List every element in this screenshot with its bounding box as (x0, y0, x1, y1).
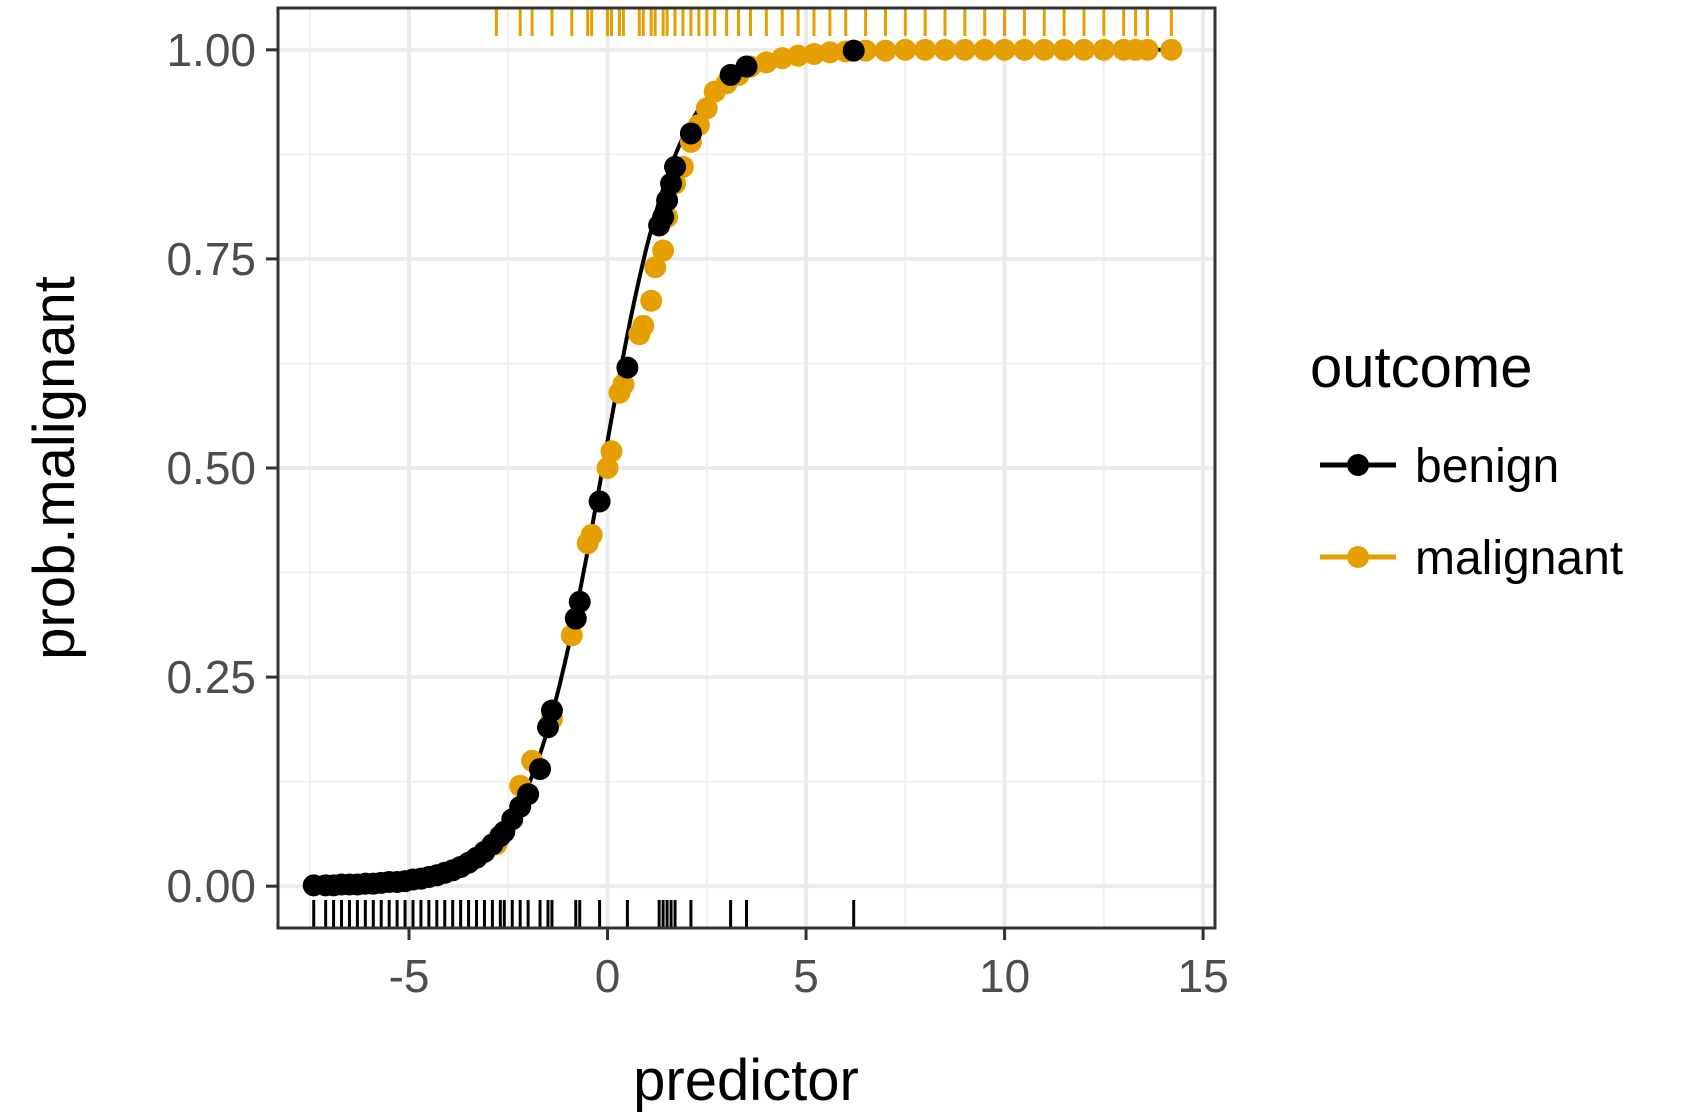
data-point-malignant (802, 43, 825, 65)
data-point-malignant (787, 44, 810, 67)
data-point-malignant (914, 38, 937, 61)
data-point-malignant (1013, 38, 1036, 61)
data-point-malignant (612, 373, 635, 396)
data-point-malignant (1092, 38, 1115, 61)
data-point-malignant (644, 256, 667, 279)
data-point-benign (656, 189, 679, 212)
x-axis: -5 0 5 10 15 (389, 928, 1229, 1002)
x-tick-label: 15 (1178, 950, 1229, 1002)
x-tick-label: 5 (793, 950, 819, 1002)
data-point-malignant (973, 38, 996, 61)
x-tick-label: -5 (389, 950, 430, 1002)
data-point-benign (536, 716, 559, 739)
legend-label-malignant: malignant (1415, 532, 1623, 585)
data-point-benign (679, 122, 702, 145)
data-point-benign (652, 206, 675, 229)
legend-title: outcome (1310, 335, 1532, 400)
data-point-malignant (1136, 38, 1159, 61)
y-tick-label: 0.75 (166, 233, 256, 285)
legend-key-point-malignant (1347, 546, 1369, 568)
data-point-malignant (600, 440, 623, 463)
data-point-malignant (596, 457, 619, 479)
x-tick-label: 0 (595, 950, 621, 1002)
legend-entry-malignant: malignant (1320, 532, 1623, 585)
data-point-malignant (993, 38, 1016, 61)
data-point-benign (842, 39, 865, 62)
data-point-malignant (560, 624, 583, 647)
legend-key-point-benign (1347, 454, 1369, 476)
data-point-benign (540, 699, 563, 722)
y-tick-label: 0.00 (166, 860, 256, 912)
points-layer (302, 38, 1183, 897)
data-point-malignant (818, 41, 841, 64)
y-tick-label: 0.25 (166, 651, 256, 703)
data-point-benign (517, 783, 540, 806)
data-point-benign (564, 607, 587, 630)
data-point-benign (735, 55, 758, 78)
y-axis: 0.00 0.25 0.50 0.75 1.00 (166, 24, 278, 912)
legend-label-benign: benign (1415, 440, 1559, 493)
y-tick-label: 1.00 (166, 24, 256, 76)
data-point-malignant (695, 97, 718, 120)
data-point-malignant (1033, 38, 1056, 61)
legend: outcome benign malignant (1310, 335, 1623, 585)
data-point-benign (529, 758, 552, 781)
data-point-malignant (934, 38, 957, 61)
data-point-benign (660, 172, 683, 195)
data-point-malignant (953, 38, 976, 61)
x-axis-title: predictor (633, 1048, 859, 1112)
data-point-malignant (580, 523, 603, 546)
data-point-malignant (640, 289, 663, 312)
data-point-malignant (1053, 38, 1076, 61)
data-point-malignant (1072, 38, 1095, 61)
data-point-benign (568, 590, 591, 613)
data-point-benign (616, 356, 639, 379)
legend-entry-benign: benign (1320, 440, 1559, 493)
data-point-benign (664, 155, 687, 178)
data-point-malignant (894, 38, 917, 61)
rug-layer (312, 8, 1173, 928)
data-point-malignant (874, 39, 897, 62)
y-axis-title: prob.malignant (22, 276, 87, 660)
y-tick-label: 0.50 (166, 442, 256, 494)
data-point-malignant (652, 239, 675, 262)
data-point-malignant (1160, 38, 1183, 61)
data-point-benign (588, 490, 611, 513)
data-point-malignant (632, 314, 655, 337)
x-tick-label: 10 (979, 950, 1030, 1002)
